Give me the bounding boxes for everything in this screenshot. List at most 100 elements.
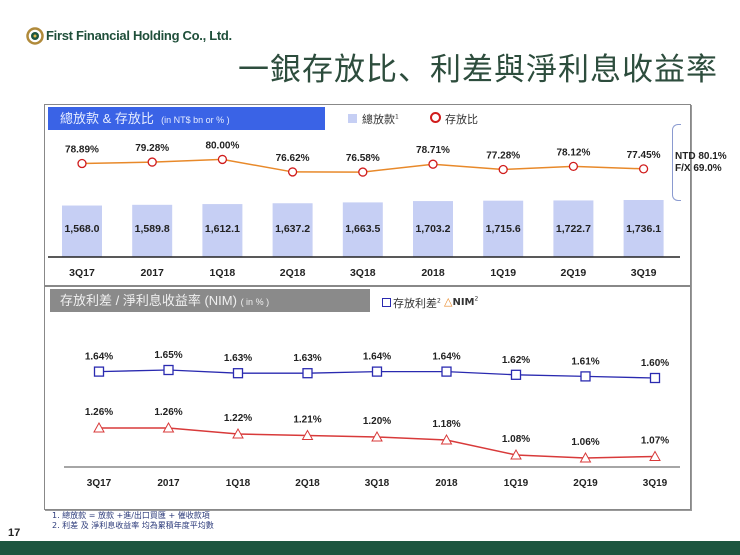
spread-point <box>163 364 174 376</box>
ldr-point <box>358 167 368 177</box>
nim-value-label: 1.18% <box>432 419 460 430</box>
nim-point <box>649 450 661 461</box>
legend-ldr: 存放比 <box>430 111 478 127</box>
ldr-value-label: 80.00% <box>205 140 239 151</box>
spread-value-label: 1.64% <box>432 352 460 363</box>
nim-point <box>371 430 383 442</box>
legend-label: 總放款 <box>362 113 395 126</box>
spread-point <box>232 368 244 379</box>
nim-value-label: 1.26% <box>154 407 182 418</box>
ldr-chart-title: 總放款 & 存放比 (in NT$ bn or % ) <box>48 107 325 130</box>
legend-loans: 總放款1 <box>348 111 399 127</box>
legend-sup: 2 <box>437 297 441 305</box>
spread-point <box>510 369 522 380</box>
spread-point <box>93 366 105 377</box>
legend-label: 存放比 <box>445 113 478 126</box>
chart-unit: ( in % ) <box>240 297 270 307</box>
ldr-value-label: 78.89% <box>65 145 99 156</box>
ldr-point <box>428 159 438 169</box>
bar-value-label: 1,736.1 <box>626 223 661 235</box>
fx-ldr: F/X 69.0% <box>675 163 722 174</box>
x-tick-label: 2Q19 <box>573 478 598 489</box>
ldr-chart: 1,568.0 1,589.8 1,612.1 1,637.2 1,663.5 1,703… <box>48 140 680 279</box>
nim-point <box>440 433 453 445</box>
nim-point <box>93 421 105 433</box>
page-title: 一銀存放比、利差與淨利息收益率 <box>238 52 718 88</box>
loan-bar <box>623 200 664 257</box>
spread-value-label: 1.64% <box>363 352 391 363</box>
spread-point <box>580 371 591 382</box>
bar-value-label: 1,663.5 <box>345 223 380 235</box>
spread-value-label: 1.60% <box>641 358 669 369</box>
x-tick-label: 3Q19 <box>631 267 657 279</box>
ldr-point <box>217 154 228 165</box>
ntd-ldr: NTD 80.1% <box>675 151 727 162</box>
x-tick-label: 1Q19 <box>490 267 516 279</box>
legend-spread: 存放利差2 <box>382 295 441 311</box>
page-number: 17 <box>8 527 21 539</box>
x-tick-label: 3Q17 <box>87 478 112 489</box>
legend-triangle-icon: △ <box>444 295 453 308</box>
ldr-point <box>147 157 157 167</box>
nim-value-label: 1.20% <box>363 416 391 427</box>
nim-value-label: 1.08% <box>502 434 530 445</box>
bar-value-label: 1,722.7 <box>556 223 591 235</box>
ldr-point <box>568 161 579 172</box>
spread-point <box>302 368 313 379</box>
ldr-value-label: 77.28% <box>486 150 520 161</box>
chart-title-text: 存放利差 / 淨利息收益率 (NIM) <box>60 293 237 308</box>
x-tick-label: 2018 <box>421 267 445 279</box>
spread-point <box>371 366 383 377</box>
ldr-value-label: 76.62% <box>276 153 310 164</box>
x-tick-label: 2Q18 <box>280 267 306 279</box>
nim-point <box>579 451 592 463</box>
spread-value-label: 1.62% <box>502 355 530 366</box>
ldr-chart-panel <box>44 104 691 286</box>
ldr-point <box>287 167 298 177</box>
ldr-value-label: 76.58% <box>346 153 380 164</box>
footnote-2: 2. 利差 及 淨利息收益率 均為累積年度平均數 <box>52 521 214 530</box>
loan-bar <box>272 203 313 257</box>
x-tick-label: 1Q19 <box>504 478 529 489</box>
loan-bar <box>62 205 102 257</box>
ldr-point <box>77 158 87 169</box>
ldr-value-label: 79.28% <box>135 143 169 154</box>
nim-point <box>232 427 244 439</box>
bar-value-label: 1,715.6 <box>486 223 521 235</box>
nim-value-label: 1.26% <box>85 407 113 418</box>
footnote-1: 1. 總放款 = 放款 +進/出口買匯 + 催收款項 <box>52 511 210 520</box>
legend-nim: △NIM2 <box>444 295 478 308</box>
spread-value-label: 1.61% <box>571 356 599 367</box>
nim-point <box>301 429 314 440</box>
loan-bar <box>483 200 524 257</box>
x-tick-label: 3Q18 <box>365 478 390 489</box>
company-name: First Financial Holding Co., Ltd. <box>46 28 232 43</box>
chart-unit: (in NT$ bn or % ) <box>161 115 230 125</box>
loan-bar <box>202 204 243 257</box>
chart-title-text: 總放款 & 存放比 <box>60 111 154 126</box>
legend-square-icon <box>382 298 391 307</box>
nim-value-label: 1.06% <box>571 437 599 448</box>
nim-point <box>510 448 522 460</box>
ldr-point <box>498 164 508 175</box>
legend-label: 存放利差 <box>393 297 437 310</box>
bracket <box>672 124 681 201</box>
bar-value-label: 1,589.8 <box>135 223 170 235</box>
x-tick-label: 3Q19 <box>643 478 668 489</box>
nim-value-label: 1.21% <box>293 415 321 426</box>
loan-bar <box>342 202 383 257</box>
spread-value-label: 1.63% <box>224 353 252 364</box>
legend-circle-icon <box>430 112 441 123</box>
x-tick-label: 2017 <box>157 478 180 489</box>
ldr-annotation: NTD 80.1% F/X 69.0% <box>675 151 727 175</box>
spread-point <box>649 372 661 384</box>
bar-value-label: 1,612.1 <box>205 223 240 235</box>
spread-point <box>441 366 452 377</box>
nim-value-label: 1.22% <box>224 413 252 424</box>
x-tick-label: 1Q18 <box>226 478 251 489</box>
legend-sup: 1 <box>395 113 399 121</box>
legend-sup: 2 <box>474 295 479 303</box>
nim-point <box>162 421 175 433</box>
ldr-value-label: 77.45% <box>627 150 661 161</box>
